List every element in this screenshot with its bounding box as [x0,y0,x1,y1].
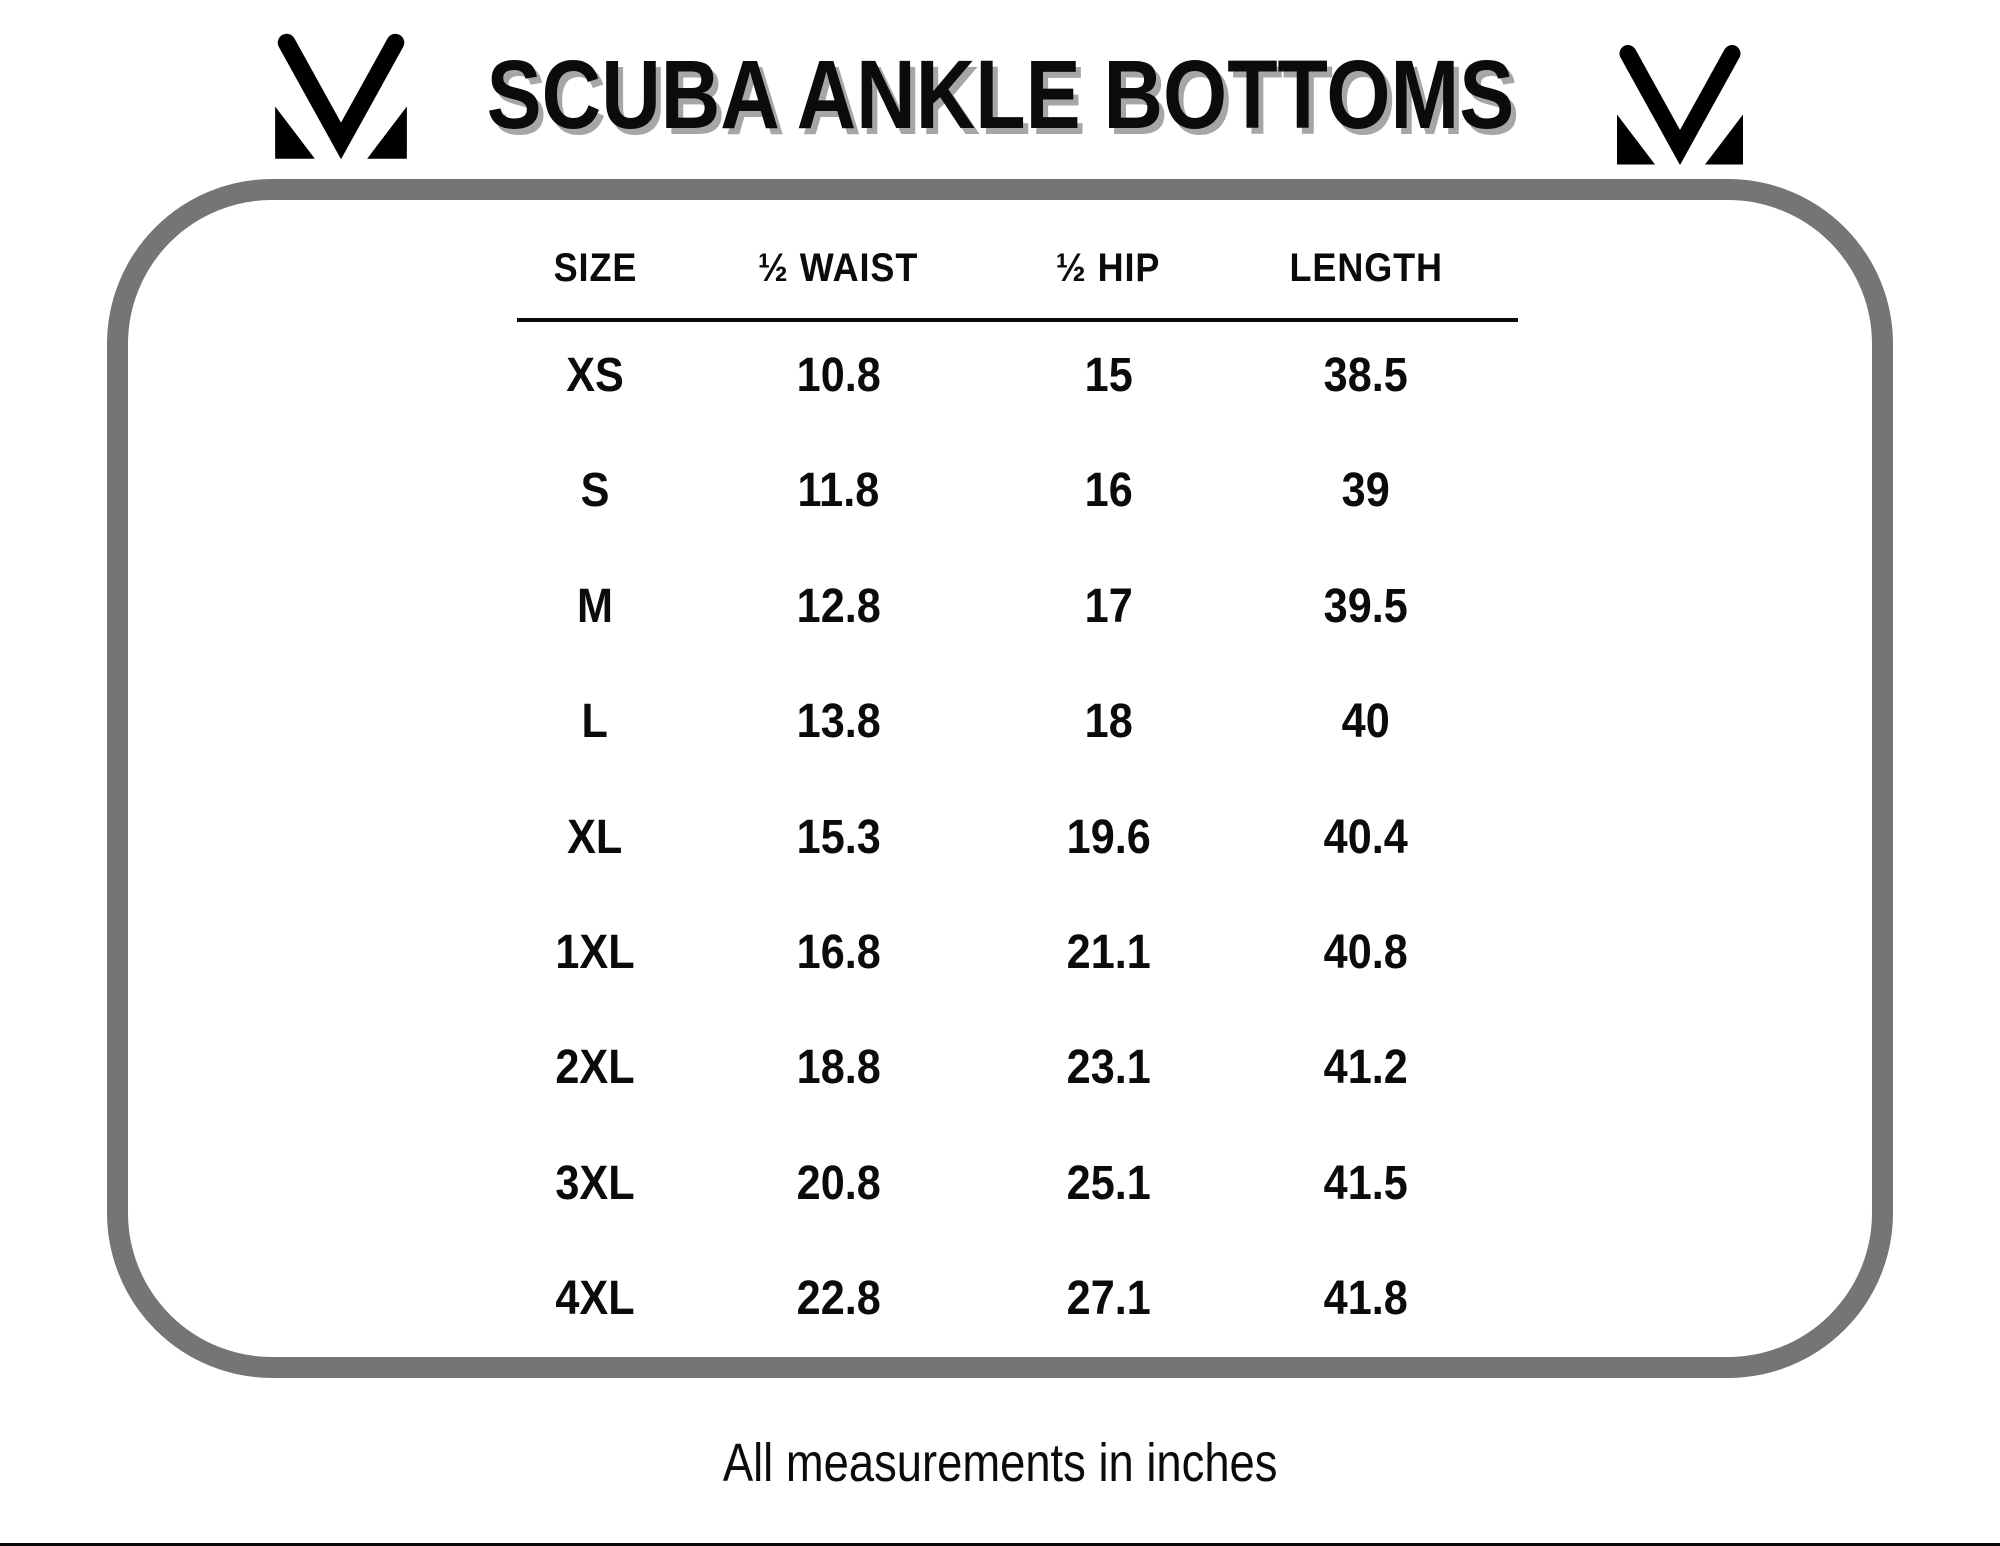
half-hip-value: 23.1 [1066,1040,1151,1094]
size-label: XL [567,810,623,864]
table-row-l: L 13.8 18 40 [517,693,1518,749]
column-header-half-waist: ½ WAIST [758,245,919,290]
size-label: XS [566,348,624,402]
column-header-half-hip: ½ HIP [1056,245,1161,290]
table-row-m: M 12.8 17 39.5 [517,578,1518,634]
half-waist-value: 11.8 [797,463,880,517]
measurements-note-text: All measurements in inches [722,1433,1278,1493]
table-row-4xl: 4XL 22.8 27.1 41.8 [517,1270,1518,1326]
table-row-1xl: 1XL 16.8 21.1 40.8 [517,924,1518,980]
brand-mv-monogram-icon [1617,45,1743,165]
size-label: 4XL [555,1271,635,1325]
length-value: 40.4 [1323,810,1408,864]
half-hip-value: 15 [1084,348,1133,402]
size-chart-border [107,179,1893,1378]
half-waist-value: 15.3 [796,810,881,864]
half-waist-value: 18.8 [796,1040,881,1094]
table-row-2xl: 2XL 18.8 23.1 41.2 [517,1039,1518,1095]
size-label: L [581,694,609,748]
half-waist-value: 16.8 [796,925,881,979]
half-waist-value: 10.8 [796,348,881,402]
length-value: 41.5 [1323,1156,1408,1210]
length-value: 38.5 [1323,348,1408,402]
size-label: S [580,463,610,517]
column-header-size: SIZE [553,245,637,290]
table-header-row: SIZE ½ WAIST ½ HIP LENGTH [517,240,1518,296]
length-value: 39.5 [1323,579,1408,633]
size-label: 2XL [555,1040,635,1094]
half-waist-value: 22.8 [796,1271,881,1325]
brand-mv-monogram-icon [275,33,407,160]
column-header-length: LENGTH [1289,245,1443,290]
half-waist-value: 20.8 [796,1156,881,1210]
half-waist-value: 13.8 [796,694,881,748]
length-value: 40 [1341,694,1390,748]
half-hip-value: 18 [1084,694,1133,748]
table-row-xl: XL 15.3 19.6 40.4 [517,809,1518,865]
half-hip-value: 16 [1084,463,1133,517]
header-divider-line [517,318,1518,322]
length-value: 41.8 [1323,1271,1408,1325]
size-label: 3XL [555,1156,635,1210]
measurements-note: All measurements in inches [0,1436,2000,1490]
half-hip-value: 17 [1084,579,1133,633]
half-hip-value: 25.1 [1066,1156,1151,1210]
size-label: 1XL [555,925,635,979]
size-label: M [577,579,614,633]
table-row-3xl: 3XL 20.8 25.1 41.5 [517,1155,1518,1211]
table-row-xs: XS 10.8 15 38.5 [517,347,1518,403]
half-hip-value: 27.1 [1066,1271,1151,1325]
length-value: 39 [1341,463,1390,517]
size-chart-table: SIZE ½ WAIST ½ HIP LENGTH XS 10.8 15 38.… [517,0,1518,1546]
length-value: 41.2 [1323,1040,1408,1094]
length-value: 40.8 [1323,925,1408,979]
half-waist-value: 12.8 [796,579,881,633]
page-title-text: SCUBA ANKLE BOTTOMS [486,40,1514,149]
half-hip-value: 19.6 [1066,810,1151,864]
bottom-edge-line [0,1543,2000,1546]
table-row-s: S 11.8 16 39 [517,462,1518,518]
half-hip-value: 21.1 [1066,925,1151,979]
page-title: SCUBA ANKLE BOTTOMS [0,46,2000,143]
